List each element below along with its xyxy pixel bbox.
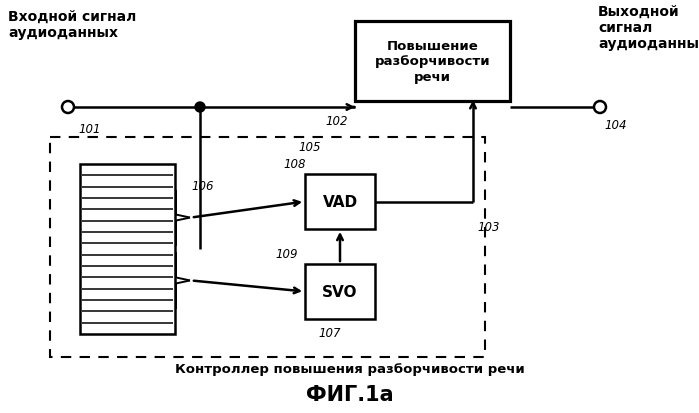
Text: ФИГ.1а: ФИГ.1а (305, 384, 394, 404)
Text: 103: 103 (477, 221, 500, 233)
Text: 105: 105 (298, 141, 322, 154)
Text: 108: 108 (284, 158, 306, 171)
Bar (80, 165, 175, 334)
Bar (305, 264, 375, 319)
Circle shape (195, 103, 205, 113)
Circle shape (594, 102, 606, 114)
Bar (355, 22, 510, 102)
Text: 104: 104 (605, 119, 627, 132)
Text: 101: 101 (79, 123, 101, 136)
Text: Входной сигнал
аудиоданных: Входной сигнал аудиоданных (8, 10, 136, 40)
Text: 107: 107 (319, 327, 341, 339)
Text: Повышение
разборчивости
речи: Повышение разборчивости речи (375, 40, 490, 83)
Text: 102: 102 (326, 115, 348, 128)
Text: 109: 109 (275, 248, 298, 261)
Text: VAD: VAD (322, 195, 358, 209)
Text: SVO: SVO (322, 284, 358, 299)
Bar (305, 175, 375, 230)
Text: Выходной
сигнал
аудиоданных: Выходной сигнал аудиоданных (598, 5, 699, 51)
Text: 106: 106 (192, 180, 215, 193)
Circle shape (62, 102, 74, 114)
Text: Контроллер повышения разборчивости речи: Контроллер повышения разборчивости речи (175, 363, 524, 375)
Bar (50, 138, 485, 357)
